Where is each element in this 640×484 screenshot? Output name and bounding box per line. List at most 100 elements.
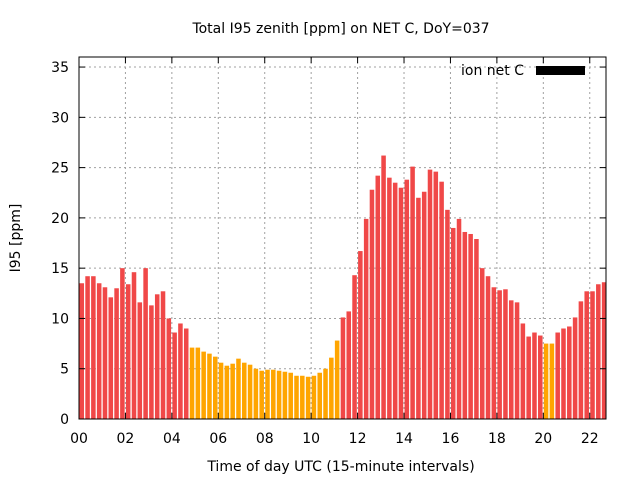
bar <box>85 276 90 419</box>
y-tick-label: 20 <box>51 211 69 227</box>
bar <box>334 340 340 419</box>
bar <box>503 289 508 419</box>
bar <box>166 318 172 419</box>
bar <box>195 347 201 419</box>
x-tick-label: 14 <box>395 431 413 447</box>
bar <box>497 290 502 419</box>
chart-title: Total I95 zenith [ppm] on NET C, DoY=037 <box>191 21 489 37</box>
bar <box>218 362 224 419</box>
x-tick-label: 06 <box>209 431 227 447</box>
bar <box>363 218 369 419</box>
bar <box>445 209 450 419</box>
bar <box>479 268 485 419</box>
bar <box>305 376 311 419</box>
x-axis-label: Time of day UTC (15-minute intervals) <box>206 459 474 475</box>
x-tick-label: 02 <box>117 431 135 447</box>
x-tick-label: 04 <box>163 431 181 447</box>
y-tick-label: 15 <box>51 261 69 277</box>
x-tick-label: 18 <box>488 431 506 447</box>
bar <box>282 371 288 419</box>
x-tick-label: 12 <box>349 431 367 447</box>
bar <box>468 233 473 419</box>
bar <box>288 372 293 419</box>
bar <box>410 166 415 419</box>
y-axis-label: I95 [ppm] <box>8 204 24 273</box>
bar <box>450 227 456 419</box>
bar <box>601 282 607 419</box>
bar <box>230 363 235 419</box>
bar <box>543 343 549 419</box>
bar <box>421 191 427 419</box>
bar <box>271 369 276 419</box>
bar <box>212 356 218 419</box>
bar <box>572 317 578 419</box>
bar <box>329 357 334 419</box>
bar <box>456 218 462 419</box>
y-tick-label: 25 <box>51 161 69 177</box>
bar <box>311 375 317 419</box>
bar <box>207 353 212 419</box>
bar <box>137 302 143 419</box>
x-tick-label: 10 <box>302 431 320 447</box>
legend-swatch <box>536 66 585 75</box>
bar <box>352 275 357 419</box>
bar <box>294 375 299 419</box>
bar <box>96 283 102 419</box>
bar <box>247 364 253 419</box>
y-tick-label: 35 <box>51 60 69 76</box>
bar <box>114 288 119 419</box>
bar <box>508 300 514 419</box>
bar <box>526 336 531 419</box>
bar <box>183 328 189 419</box>
bar <box>131 272 137 419</box>
y-tick-label: 30 <box>51 110 69 126</box>
bar <box>520 323 526 419</box>
bar <box>578 301 584 419</box>
bar <box>143 268 148 419</box>
bar <box>265 369 270 419</box>
bar <box>358 251 363 419</box>
bar <box>108 297 114 419</box>
x-tick-label: 00 <box>70 431 88 447</box>
bar <box>224 365 230 419</box>
x-tick-label: 08 <box>256 431 274 447</box>
y-tick-label: 5 <box>60 362 69 378</box>
bar <box>276 370 282 419</box>
bar <box>160 291 166 419</box>
legend: ion net C <box>461 63 585 79</box>
bar <box>236 358 241 419</box>
bar <box>375 175 381 419</box>
bar <box>555 332 560 419</box>
x-tick-label: 22 <box>581 431 599 447</box>
bar <box>398 187 404 419</box>
bar <box>485 276 491 419</box>
bar <box>189 347 195 419</box>
bar <box>404 179 410 419</box>
bar <box>102 287 108 419</box>
bar <box>387 177 392 419</box>
bar <box>120 268 125 419</box>
bar <box>79 283 85 419</box>
bar <box>416 197 421 419</box>
bar <box>514 302 520 419</box>
bar <box>300 375 305 419</box>
bar <box>91 276 96 419</box>
bar <box>149 305 154 419</box>
bar <box>538 335 543 419</box>
bar <box>596 284 601 419</box>
plot-frame <box>78 56 607 420</box>
bar <box>381 155 386 420</box>
bar <box>462 231 468 419</box>
x-tick-label: 16 <box>442 431 460 447</box>
bar <box>172 332 177 419</box>
bar <box>154 294 160 419</box>
bar <box>340 317 346 419</box>
bar <box>584 291 589 419</box>
bar <box>323 368 328 419</box>
bar <box>392 182 398 419</box>
bar <box>532 332 537 419</box>
bar <box>259 370 264 419</box>
bar <box>561 328 566 419</box>
